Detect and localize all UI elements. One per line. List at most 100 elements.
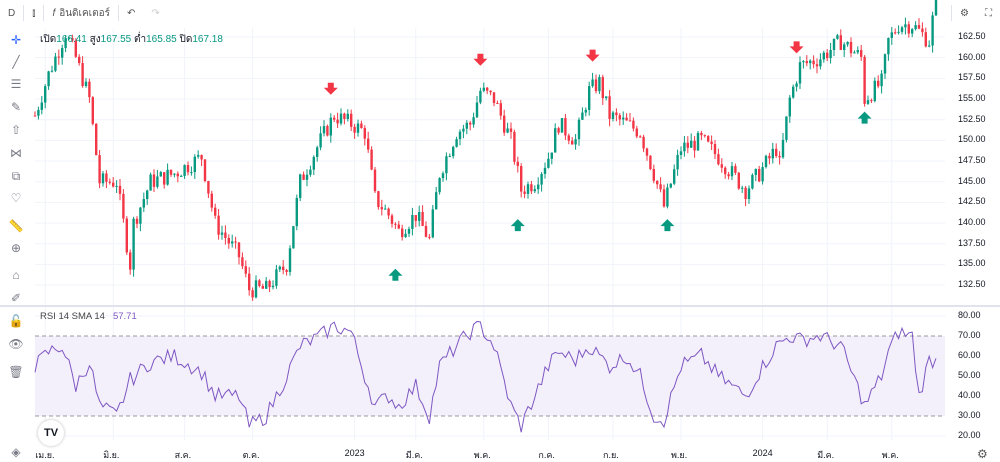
- candle: [622, 117, 625, 120]
- rsi-axis-label: 20.00: [958, 430, 981, 440]
- candle: [47, 71, 50, 87]
- candle: [513, 131, 516, 162]
- fib-icon[interactable]: ☰: [10, 77, 22, 91]
- time-axis-label: พ.ย.: [671, 450, 688, 460]
- candle: [411, 215, 414, 229]
- candle: [924, 32, 927, 47]
- layers-icon[interactable]: ◈: [11, 445, 21, 459]
- interval-button[interactable]: D: [0, 0, 23, 26]
- candle: [312, 156, 315, 170]
- candle: [132, 218, 135, 270]
- candle: [258, 280, 261, 287]
- candle: [581, 112, 584, 120]
- candle: [407, 228, 411, 234]
- price-axis-label: 157.50: [958, 72, 986, 83]
- top-toolbar: D ⫾ f อินดิเคเตอร์ ↶ ↷ ⚙ ⛶: [0, 0, 1000, 26]
- candle: [914, 25, 917, 30]
- candle: [207, 181, 210, 194]
- fullscreen-button[interactable]: ⛶: [977, 0, 1000, 26]
- redo-button[interactable]: ↷: [143, 0, 167, 26]
- candle: [57, 56, 60, 58]
- fullscreen-icon: ⛶: [985, 7, 992, 19]
- trash-icon[interactable]: 🗑: [8, 365, 24, 379]
- undo-button[interactable]: ↶: [119, 0, 143, 26]
- candle: [285, 270, 288, 272]
- time-axis-label: พ.ค.: [881, 450, 899, 460]
- time-axis-label: พ.ค.: [473, 450, 491, 460]
- rsi-axis-label: 30.00: [958, 410, 981, 420]
- candle: [907, 24, 910, 34]
- candle: [135, 218, 139, 224]
- rsi-axis-label: 80.00: [958, 310, 981, 320]
- candle: [486, 87, 489, 91]
- candle: [350, 113, 353, 127]
- candle: [424, 225, 428, 237]
- settings-gear-icon[interactable]: ⚙: [977, 447, 988, 461]
- candle: [564, 118, 567, 136]
- crosshair-icon[interactable]: ✛: [10, 33, 22, 47]
- settings-button[interactable]: ⚙: [952, 0, 977, 26]
- heart-icon[interactable]: ♡: [10, 191, 22, 205]
- candle: [180, 175, 183, 177]
- candle: [601, 77, 604, 99]
- candle: [356, 123, 360, 133]
- prediction-icon[interactable]: ⧉: [11, 169, 21, 183]
- rsi-axis-label: 60.00: [958, 350, 981, 360]
- candle: [666, 187, 669, 207]
- candle: [112, 182, 115, 187]
- sell-arrow-icon: [585, 49, 600, 62]
- candle: [805, 61, 808, 64]
- candle: [897, 31, 900, 33]
- candle: [186, 164, 190, 173]
- candle: [421, 212, 424, 226]
- divider: [117, 5, 119, 21]
- candle: [71, 38, 74, 41]
- tradingview-logo[interactable]: TV: [38, 420, 64, 446]
- candle: [584, 109, 587, 113]
- stay-drawing-icon[interactable]: ✐: [10, 291, 22, 305]
- candle: [146, 190, 149, 200]
- time-axis-label: 2024: [752, 448, 773, 458]
- candle: [469, 122, 472, 125]
- candle: [67, 38, 71, 40]
- rsi-legend[interactable]: RSI 14 SMA 14 57.71: [40, 311, 137, 322]
- candle: [530, 184, 533, 192]
- trend-line-icon[interactable]: ╱: [12, 55, 20, 69]
- pattern-icon[interactable]: ⋈: [10, 146, 22, 160]
- chart-type-button[interactable]: ⫾: [24, 0, 43, 26]
- candle: [278, 266, 281, 270]
- candle: [880, 73, 883, 87]
- candle: [462, 128, 465, 132]
- sell-arrow-icon: [473, 53, 488, 66]
- gear-icon: ⚙: [960, 7, 969, 19]
- candle: [190, 172, 193, 174]
- candle: [659, 184, 662, 190]
- indicators-button[interactable]: f อินดิเคเตอร์: [44, 0, 118, 26]
- candle: [159, 172, 162, 177]
- candle: [254, 280, 258, 298]
- magnet-icon[interactable]: ⌂: [12, 268, 20, 282]
- eye-icon[interactable]: 👁: [8, 337, 24, 351]
- candle: [836, 35, 839, 39]
- candle: [173, 173, 176, 175]
- candle: [40, 102, 43, 110]
- candle: [717, 154, 720, 165]
- candle: [506, 128, 509, 133]
- candle: [122, 193, 125, 219]
- lock-icon[interactable]: 🔓: [8, 314, 24, 328]
- candle: [611, 112, 615, 119]
- candle: [237, 242, 241, 258]
- candle: [863, 56, 866, 104]
- zoom-in-icon[interactable]: ⊕: [10, 241, 22, 255]
- candle: [812, 60, 815, 65]
- ruler-icon[interactable]: 📏: [8, 219, 24, 233]
- candle: [605, 96, 608, 99]
- candle: [713, 144, 717, 155]
- brush-icon[interactable]: ✎: [10, 100, 22, 114]
- candle: [839, 35, 842, 50]
- candle: [169, 169, 173, 175]
- rsi-value: 57.71: [112, 311, 137, 322]
- candle: [771, 148, 774, 159]
- arrow-shape-icon[interactable]: ⇧: [10, 123, 22, 137]
